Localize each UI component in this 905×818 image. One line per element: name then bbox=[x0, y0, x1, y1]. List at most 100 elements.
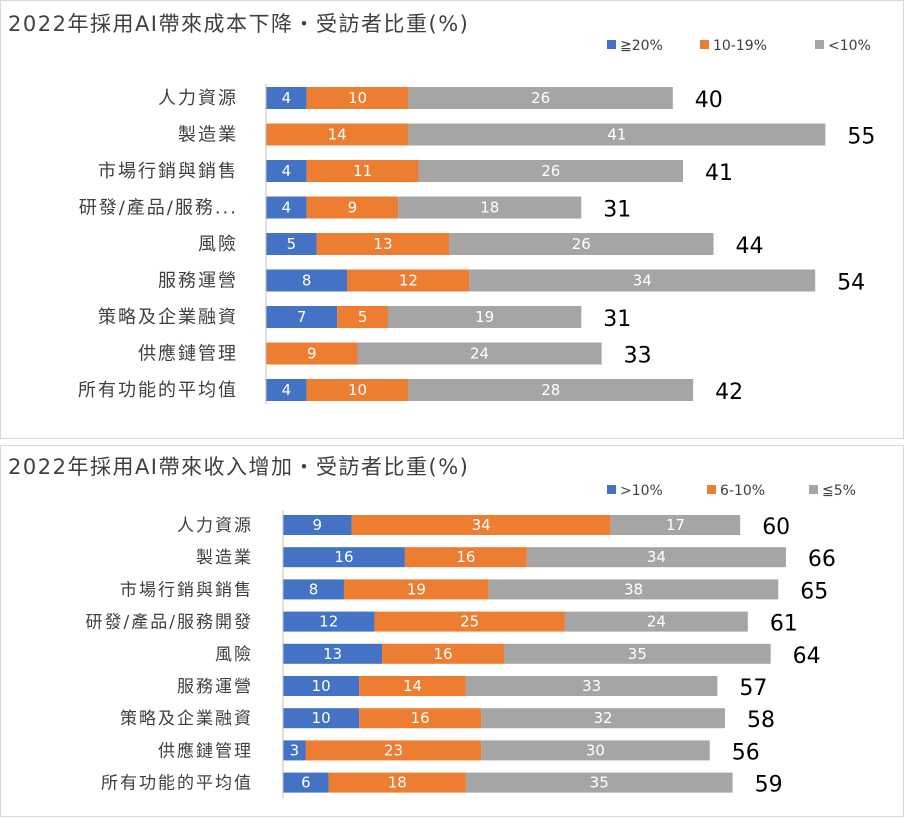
category-label: 人力資源 bbox=[158, 88, 238, 109]
chart-title: 2022年採用AI帶來成本下降・受訪者比重(%) bbox=[8, 12, 469, 36]
chart-2: 2022年採用AI帶來收入增加・受訪者比重(%) >10% 6-10% ≦5% 人力資源… bbox=[8, 455, 856, 798]
panel-border-1 bbox=[0, 0, 904, 439]
data-label: 10 bbox=[312, 677, 331, 695]
total-label: 65 bbox=[800, 579, 828, 604]
category-label: 風險 bbox=[198, 234, 238, 255]
category-label: 研發/產品/服務... bbox=[79, 198, 238, 219]
total-label: 42 bbox=[715, 380, 743, 405]
data-label: 26 bbox=[541, 162, 560, 180]
total-label: 33 bbox=[624, 344, 652, 369]
category-label: 市場行銷與銷售 bbox=[120, 580, 253, 600]
legend-swatch bbox=[707, 485, 716, 494]
bar-segment bbox=[266, 196, 307, 219]
bar-segment bbox=[328, 772, 466, 793]
category-label: 服務運營 bbox=[158, 271, 238, 292]
bar-segment bbox=[418, 160, 683, 182]
category-label: 所有功能的平均值 bbox=[78, 380, 238, 401]
bar-segment bbox=[266, 269, 348, 292]
bar-segment bbox=[283, 611, 375, 632]
total-label: 40 bbox=[695, 88, 723, 113]
data-label: 18 bbox=[480, 199, 499, 217]
bar-segment bbox=[266, 379, 307, 401]
data-label: 24 bbox=[647, 613, 666, 631]
bar-segment bbox=[283, 643, 383, 664]
data-label: 10 bbox=[348, 89, 367, 107]
total-label: 44 bbox=[735, 234, 763, 259]
data-label: 35 bbox=[590, 774, 609, 792]
total-label: 56 bbox=[732, 740, 760, 765]
bar-segment bbox=[398, 196, 582, 219]
data-label: 11 bbox=[353, 162, 372, 180]
bar-segment bbox=[564, 611, 748, 632]
legend-swatch bbox=[607, 40, 616, 49]
bar-segment bbox=[283, 579, 344, 600]
bar-segment bbox=[382, 643, 504, 664]
data-label: 5 bbox=[287, 235, 297, 253]
data-label: 35 bbox=[628, 645, 647, 663]
bar-segment bbox=[610, 515, 741, 535]
data-label: 38 bbox=[624, 580, 643, 598]
legend-label: 6-10% bbox=[720, 483, 765, 499]
category-label: 供應鏈管理 bbox=[138, 343, 238, 365]
data-label: 34 bbox=[633, 272, 652, 290]
bar-segment bbox=[283, 772, 329, 793]
bar-segment bbox=[306, 87, 409, 109]
legend-label: ≧20% bbox=[620, 38, 663, 54]
total-label: 61 bbox=[770, 612, 798, 637]
data-label: 5 bbox=[358, 308, 368, 326]
total-label: 66 bbox=[808, 547, 836, 572]
bar-segment bbox=[283, 547, 405, 568]
bar-segment bbox=[503, 643, 771, 664]
total-label: 55 bbox=[847, 125, 875, 150]
legend-swatch bbox=[607, 485, 616, 494]
data-label: 33 bbox=[582, 677, 601, 695]
bar-segment bbox=[351, 515, 611, 535]
data-label: 26 bbox=[572, 235, 591, 253]
category-label: 供應鏈管理 bbox=[158, 740, 253, 761]
bar-segment bbox=[449, 233, 714, 255]
data-label: 12 bbox=[319, 613, 338, 631]
category-label: 風險 bbox=[215, 645, 253, 665]
data-label: 19 bbox=[475, 308, 494, 326]
data-label: 8 bbox=[309, 580, 319, 598]
bar-segment bbox=[347, 269, 470, 292]
chart-1: 2022年採用AI帶來成本下降・受訪者比重(%) ≧20% 10-19% <10% 人力… bbox=[8, 12, 875, 405]
bar-segment bbox=[316, 233, 450, 255]
category-label: 製造業 bbox=[178, 125, 238, 146]
bar-segment bbox=[305, 740, 482, 761]
legend-label: ≦5% bbox=[822, 483, 856, 499]
category-label: 策略及企業融資 bbox=[98, 307, 238, 328]
bar-segment bbox=[266, 123, 409, 146]
data-label: 25 bbox=[460, 613, 479, 631]
bar-segment bbox=[404, 547, 527, 568]
bar-segment bbox=[488, 579, 779, 600]
data-label: 34 bbox=[647, 548, 666, 566]
bar-segment bbox=[337, 306, 389, 328]
bar-segment bbox=[481, 740, 710, 761]
bar-segment bbox=[526, 547, 786, 568]
data-label: 13 bbox=[373, 235, 392, 253]
bar-segment bbox=[408, 379, 694, 401]
bar-segment bbox=[359, 676, 466, 696]
data-label: 16 bbox=[456, 548, 475, 566]
data-label: 17 bbox=[666, 516, 685, 534]
data-label: 4 bbox=[282, 162, 292, 180]
bar-segment bbox=[306, 160, 419, 182]
legend-label: <10% bbox=[828, 38, 871, 54]
total-label: 58 bbox=[747, 708, 775, 733]
bar-segment bbox=[283, 740, 306, 761]
data-label: 26 bbox=[531, 89, 550, 107]
data-label: 10 bbox=[348, 381, 367, 399]
data-label: 16 bbox=[411, 709, 430, 727]
bar-segment bbox=[481, 708, 725, 729]
data-label: 14 bbox=[403, 677, 422, 695]
data-label: 32 bbox=[593, 709, 612, 727]
data-label: 28 bbox=[541, 381, 560, 399]
data-label: 41 bbox=[607, 126, 626, 144]
bar-segment bbox=[266, 87, 307, 109]
data-label: 30 bbox=[586, 741, 605, 759]
bar-segment bbox=[374, 611, 565, 632]
bar-segment bbox=[408, 87, 673, 109]
category-label: 人力資源 bbox=[177, 516, 253, 536]
